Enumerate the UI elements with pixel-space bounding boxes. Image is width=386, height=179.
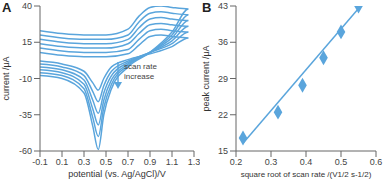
svg-text:peak current /μA: peak current /μA [201, 45, 211, 111]
svg-text:0.5: 0.5 [100, 157, 113, 167]
svg-text:-10: -10 [19, 74, 32, 84]
svg-text:15: 15 [218, 146, 228, 156]
html-text:A: A [2, 0, 12, 15]
svg-text:0.4: 0.4 [300, 157, 313, 167]
svg-text:0.7: 0.7 [122, 157, 135, 167]
svg-text:0.9: 0.9 [144, 157, 157, 167]
svg-text:potential (vs. Ag/AgCl)/V: potential (vs. Ag/AgCl)/V [68, 169, 166, 179]
svg-text:1.1: 1.1 [166, 157, 179, 167]
svg-text:0.2: 0.2 [230, 157, 243, 167]
svg-text:-0.1: -0.1 [32, 157, 48, 167]
svg-text:43: 43 [218, 1, 228, 11]
svg-text:current /μA: current /μA [8, 56, 11, 100]
svg-text:0.6: 0.6 [370, 157, 378, 167]
svg-text:square root of scan rate /(V1/: square root of scan rate /(V1/2 s-1/2) [241, 170, 372, 179]
svg-text:0.1: 0.1 [56, 157, 69, 167]
svg-text:36: 36 [218, 37, 228, 47]
svg-text:29: 29 [218, 74, 228, 84]
svg-text:0.3: 0.3 [78, 157, 91, 167]
html-text:B: B [202, 0, 212, 15]
html-text:scan rate increase: scan rate increase [124, 62, 157, 81]
svg-text:1.3: 1.3 [188, 157, 200, 167]
svg-text:15: 15 [22, 37, 32, 47]
svg-text:22: 22 [218, 110, 228, 120]
svg-text:-60: -60 [19, 146, 32, 156]
svg-text:0.3: 0.3 [265, 157, 278, 167]
svg-text:40: 40 [22, 1, 32, 11]
svg-text:0.5: 0.5 [335, 157, 348, 167]
svg-text:-35: -35 [19, 110, 32, 120]
